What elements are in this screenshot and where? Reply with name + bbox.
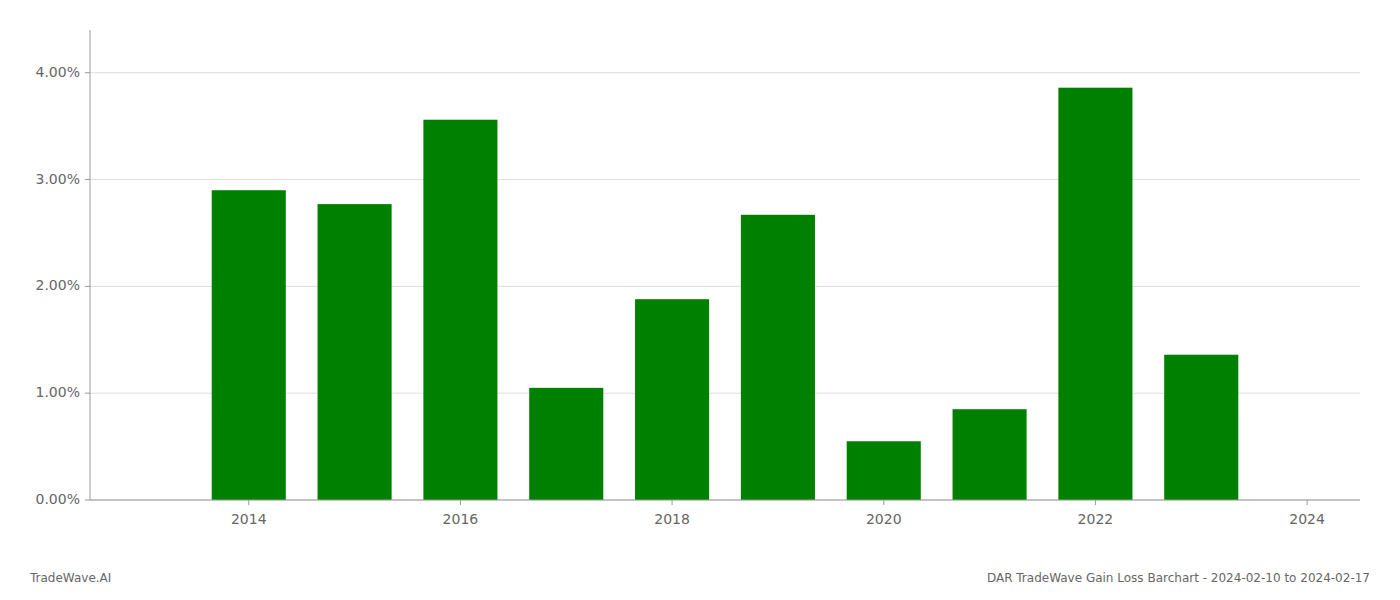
x-tick-label: 2018: [654, 511, 690, 527]
y-tick-label: 2.00%: [36, 277, 80, 293]
bar: [1164, 355, 1238, 500]
x-tick-label: 2014: [231, 511, 267, 527]
y-tick-label: 0.00%: [36, 491, 80, 507]
chart-svg: 0.00% 1.00% 2.00% 3.00% 4.00% 2014 2016 2018 202…: [0, 0, 1400, 600]
bar: [318, 204, 392, 500]
footer-text: DAR TradeWave Gain Loss Barchart - 2024-…: [987, 571, 1370, 585]
grid-line: [90, 500, 1360, 501]
y-tick: [85, 393, 90, 394]
bar: [953, 409, 1027, 500]
x-tick: [248, 500, 249, 505]
bar: [529, 388, 603, 500]
grid: [90, 73, 1360, 500]
annotations: TradeWave.AI DAR TradeWave Gain Loss Barc…: [29, 571, 1370, 585]
x-tick-label: 2022: [1078, 511, 1114, 527]
x-tick: [460, 500, 461, 505]
x-tick: [883, 500, 884, 505]
y-tick: [85, 72, 90, 73]
bar: [423, 120, 497, 500]
bar: [741, 215, 815, 500]
y-axis-line: [90, 30, 91, 500]
y-tick: [85, 500, 90, 501]
chart-container: 0.00% 1.00% 2.00% 3.00% 4.00% 2014 2016 2018 202…: [0, 0, 1400, 600]
axes: 0.00% 1.00% 2.00% 3.00% 4.00% 2014 2016 2018 202…: [36, 30, 1360, 527]
x-tick-label: 2024: [1289, 511, 1325, 527]
y-tick-label: 1.00%: [36, 384, 80, 400]
y-tick-label: 4.00%: [36, 64, 80, 80]
footer-text: TradeWave.AI: [29, 571, 111, 585]
x-axis-line: [90, 500, 1360, 501]
bar: [212, 190, 286, 500]
x-tick: [672, 500, 673, 505]
y-tick: [85, 179, 90, 180]
bar: [635, 299, 709, 500]
grid-line: [90, 179, 1360, 180]
x-tick-label: 2016: [443, 511, 479, 527]
y-tick: [85, 286, 90, 287]
bars: [212, 88, 1239, 500]
x-tick-label: 2020: [866, 511, 902, 527]
y-tick-label: 3.00%: [36, 171, 80, 187]
x-tick: [1307, 500, 1308, 505]
bar: [847, 441, 921, 500]
x-tick: [1095, 500, 1096, 505]
bar: [1058, 88, 1132, 500]
grid-line: [90, 72, 1360, 73]
